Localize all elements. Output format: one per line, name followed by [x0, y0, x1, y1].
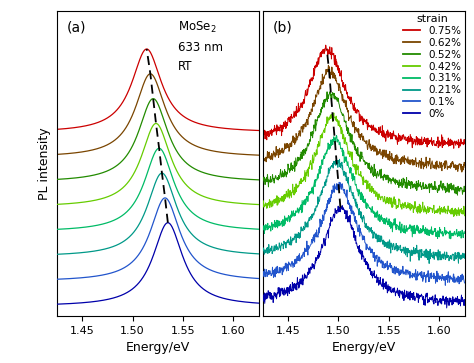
X-axis label: Energy/eV: Energy/eV — [331, 341, 396, 354]
Text: (a): (a) — [67, 20, 86, 34]
Text: MoSe$_2$
633 nm
RT: MoSe$_2$ 633 nm RT — [178, 20, 223, 73]
Legend: 0.75%, 0.62%, 0.52%, 0.42%, 0.31%, 0.21%, 0.1%, 0%: 0.75%, 0.62%, 0.52%, 0.42%, 0.31%, 0.21%… — [401, 12, 464, 121]
Text: (b): (b) — [273, 20, 292, 34]
X-axis label: Energy/eV: Energy/eV — [126, 341, 190, 354]
Y-axis label: PL intensity: PL intensity — [38, 127, 51, 200]
